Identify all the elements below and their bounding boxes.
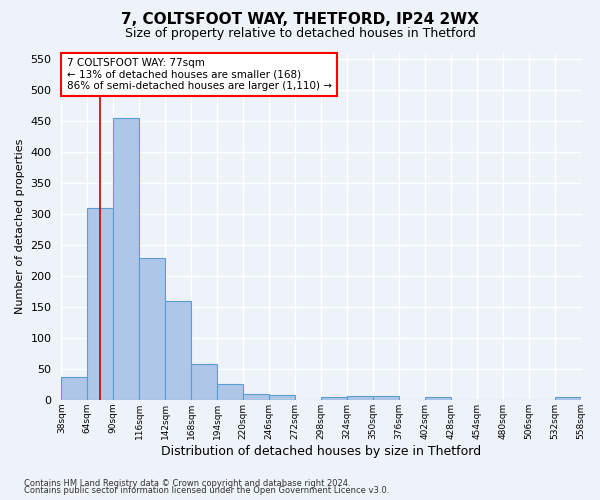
Bar [139, 258, 165, 400]
X-axis label: Distribution of detached houses by size in Thetford: Distribution of detached houses by size … [161, 444, 481, 458]
Bar [191, 364, 217, 400]
Bar [425, 396, 451, 400]
Bar [113, 118, 139, 400]
Text: Contains HM Land Registry data © Crown copyright and database right 2024.: Contains HM Land Registry data © Crown c… [24, 478, 350, 488]
Bar [243, 394, 269, 400]
Y-axis label: Number of detached properties: Number of detached properties [15, 138, 25, 314]
Bar [373, 396, 399, 400]
Bar [554, 396, 581, 400]
Bar [321, 396, 347, 400]
Text: 7 COLTSFOOT WAY: 77sqm
← 13% of detached houses are smaller (168)
86% of semi-de: 7 COLTSFOOT WAY: 77sqm ← 13% of detached… [67, 58, 332, 91]
Bar [165, 300, 191, 400]
Text: 7, COLTSFOOT WAY, THETFORD, IP24 2WX: 7, COLTSFOOT WAY, THETFORD, IP24 2WX [121, 12, 479, 28]
Bar [347, 396, 373, 400]
Bar [217, 384, 243, 400]
Bar [61, 377, 88, 400]
Text: Size of property relative to detached houses in Thetford: Size of property relative to detached ho… [125, 28, 475, 40]
Text: Contains public sector information licensed under the Open Government Licence v3: Contains public sector information licen… [24, 486, 389, 495]
Bar [88, 208, 113, 400]
Bar [269, 395, 295, 400]
